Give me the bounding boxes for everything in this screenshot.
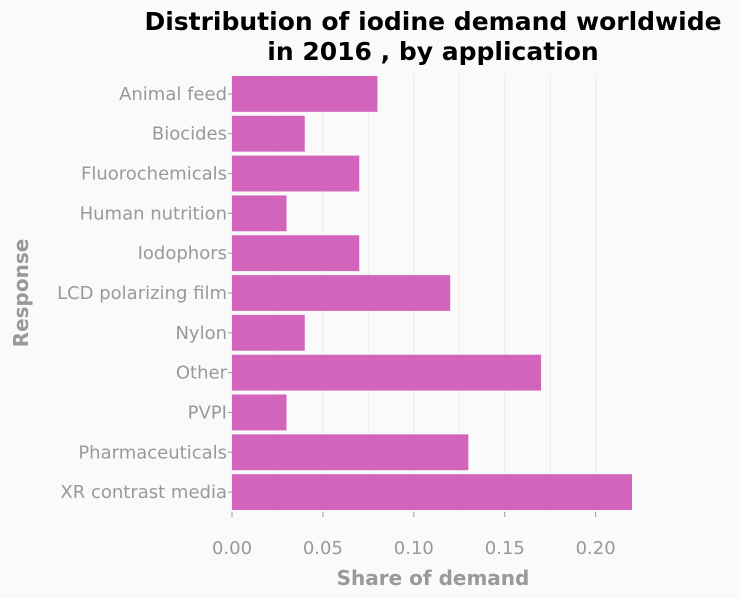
y-tick-label-4: Iodophors <box>138 243 227 264</box>
bar-2 <box>232 155 360 192</box>
x-tick-label-3: 0.15 <box>485 538 525 559</box>
x-tick-label-1: 0.05 <box>303 538 343 559</box>
chart-title-line1: Distribution of iodine demand worldwide <box>144 7 721 36</box>
y-tick-label-0: Animal feed <box>119 84 227 105</box>
y-axis-title: Response <box>9 239 33 348</box>
bar-4 <box>232 235 360 272</box>
bar-9 <box>232 434 469 471</box>
y-tick-label-1: Biocides <box>152 124 227 145</box>
y-tick-label-6: Nylon <box>175 323 227 344</box>
bar-0 <box>232 75 378 112</box>
x-tick-label-2: 0.10 <box>394 538 434 559</box>
bar-6 <box>232 314 305 351</box>
y-tick-label-5: LCD polarizing film <box>57 283 227 304</box>
y-tick-label-8: PVPI <box>188 402 227 423</box>
plot-area: Animal feed Biocides Fluorochemicals Human … <box>57 74 632 559</box>
chart-title-line2: in 2016 , by application <box>267 37 598 66</box>
y-tick-label-9: Pharmaceuticals <box>78 442 227 463</box>
bar-10 <box>232 474 632 511</box>
bar-1 <box>232 115 305 152</box>
bar-8 <box>232 394 287 431</box>
x-axis-title: Share of demand <box>337 566 530 590</box>
x-tick-label-4: 0.20 <box>576 538 616 559</box>
y-tick-label-7: Other <box>176 363 228 384</box>
y-tick-label-10: XR contrast media <box>60 482 227 503</box>
bar-5 <box>232 275 451 311</box>
x-tick-label-0: 0.00 <box>212 538 252 559</box>
y-tick-label-3: Human nutrition <box>80 203 227 224</box>
y-tick-label-2: Fluorochemicals <box>81 164 227 185</box>
bar-3 <box>232 195 287 232</box>
bar-7 <box>232 354 542 391</box>
